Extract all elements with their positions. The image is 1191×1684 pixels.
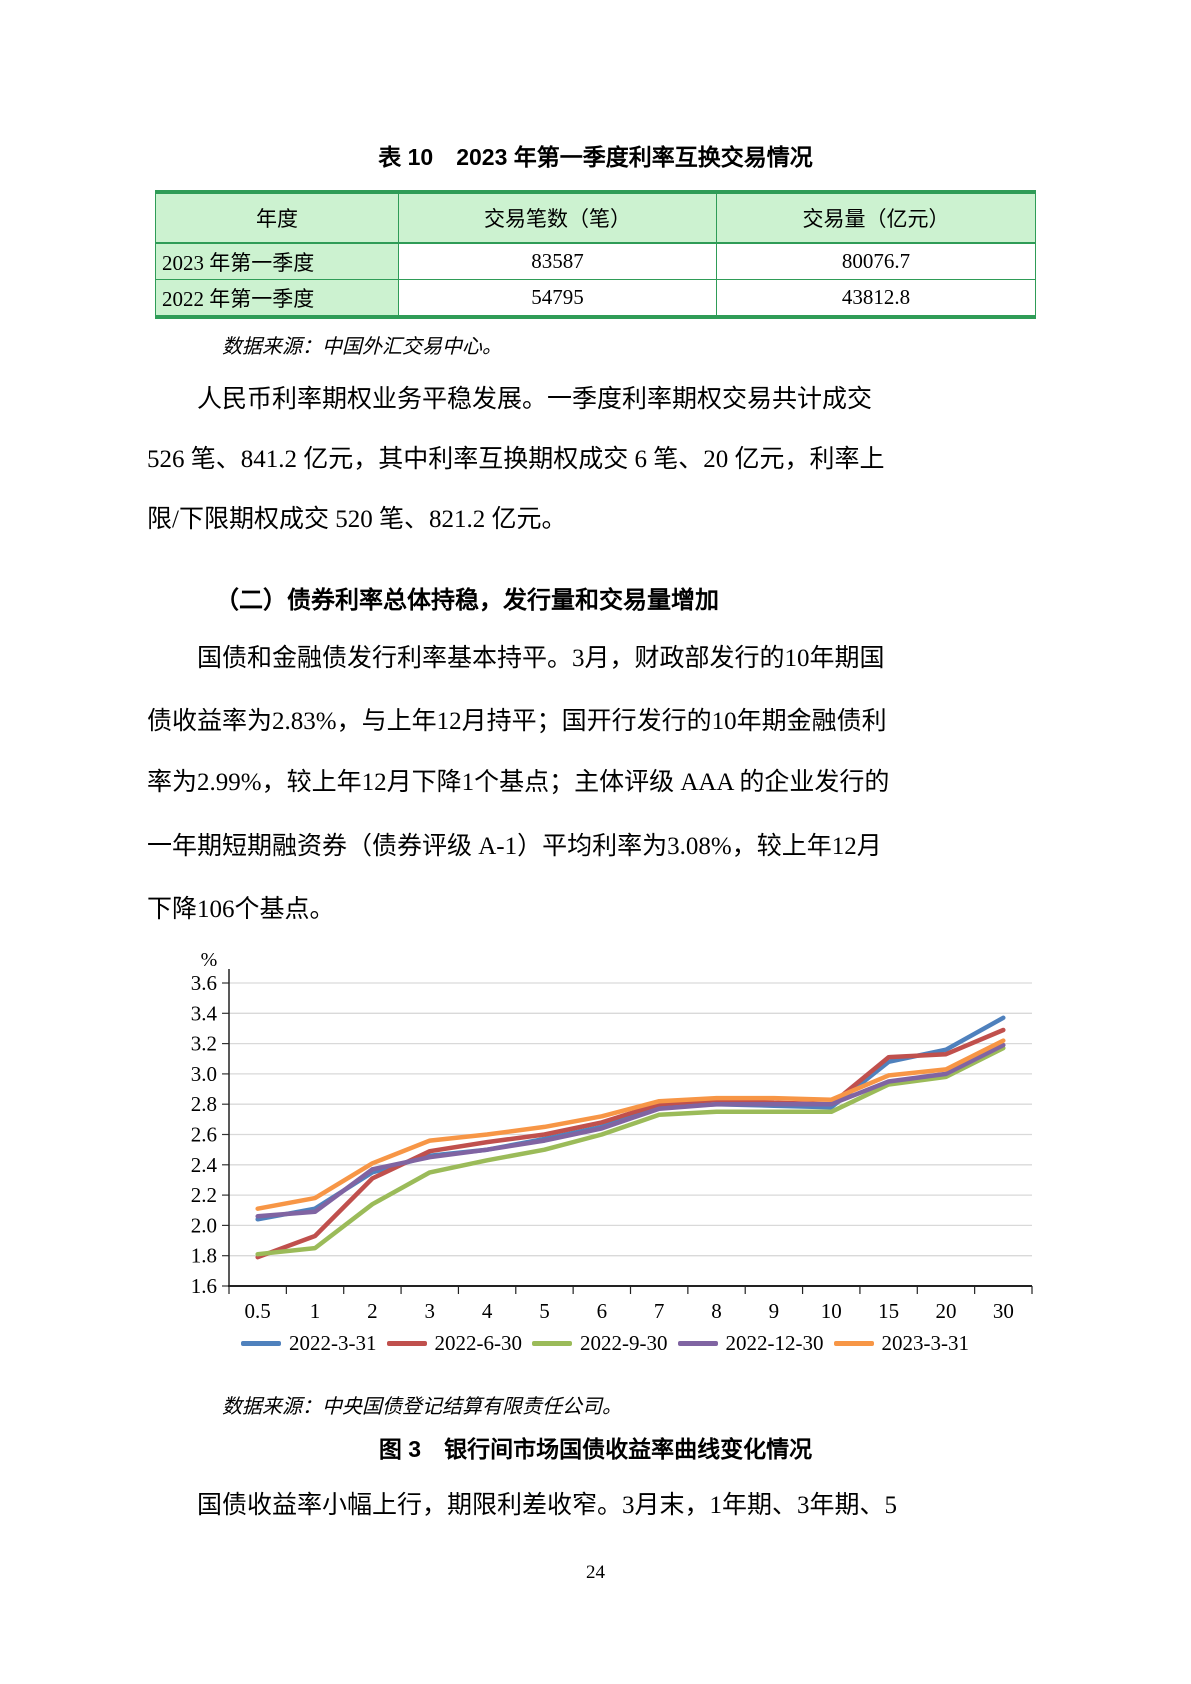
x-tick-label: 7 bbox=[654, 1299, 665, 1323]
y-tick-label: 1.6 bbox=[191, 1274, 217, 1298]
x-tick-label: 0.5 bbox=[245, 1299, 271, 1323]
table-cell-year: 2022 年第一季度 bbox=[155, 279, 399, 318]
y-tick-label: 2.4 bbox=[191, 1153, 218, 1177]
legend-label: 2023-3-31 bbox=[881, 1330, 970, 1355]
x-tick-label: 30 bbox=[993, 1299, 1014, 1323]
table-header-trade-volume: 交易量（亿元） bbox=[716, 191, 1036, 244]
legend-label: 2022-12-30 bbox=[725, 1330, 824, 1355]
paragraph-line: 国债收益率小幅上行，期限利差收窄。3月末，1年期、3年期、5 bbox=[197, 1492, 898, 1519]
legend-swatch bbox=[677, 1340, 718, 1346]
series-line-2022-9-30 bbox=[255, 1045, 1006, 1257]
legend-label: 2022-9-30 bbox=[580, 1330, 668, 1355]
table-header-trade-count: 交易笔数（笔） bbox=[398, 191, 717, 244]
table-cell-count: 54795 bbox=[398, 279, 717, 318]
legend-item-2023-3-31: 2023-3-31 bbox=[833, 1330, 970, 1356]
y-tick-label: 2.2 bbox=[191, 1183, 217, 1207]
legend-item-2022-6-30: 2022-6-30 bbox=[386, 1330, 523, 1356]
legend-swatch bbox=[241, 1340, 281, 1346]
x-tick-label: 1 bbox=[310, 1299, 321, 1323]
y-tick-label: 2.6 bbox=[191, 1123, 217, 1147]
x-tick-label: 20 bbox=[935, 1299, 956, 1323]
y-tick-label: 3.0 bbox=[191, 1062, 217, 1086]
legend-item-2022-12-30: 2022-12-30 bbox=[677, 1330, 824, 1356]
paragraph-line: 债收益率为2.83%，与上年12月持平；国开行发行的10年期金融债利 bbox=[147, 708, 887, 735]
y-tick-label: 2.0 bbox=[191, 1213, 217, 1237]
irs-trading-table: 年度 交易笔数（笔） 交易量（亿元） 2023 年第一季度 83587 8007… bbox=[155, 190, 1036, 319]
table-row: 2022 年第一季度 54795 43812.8 bbox=[155, 279, 1036, 318]
table-cell-volume: 80076.7 bbox=[716, 242, 1036, 280]
series-line-2022-6-30 bbox=[255, 1027, 1006, 1260]
section-heading: （二）债券利率总体持稳，发行量和交易量增加 bbox=[215, 587, 719, 614]
x-tick-label: 15 bbox=[878, 1299, 899, 1323]
table-source-note: 数据来源：中国外汇交易中心。 bbox=[222, 336, 502, 358]
table-header-row: 年度 交易笔数（笔） 交易量（亿元） bbox=[155, 191, 1036, 244]
paragraph-line: 下降106个基点。 bbox=[147, 896, 335, 923]
yield-curve-chart-area: 3.6 3.4 3.2 3.0 2.8 2.6 2.4 2.2 2.0 1.8 1.6% 0.5 1 2 3… bbox=[165, 948, 1045, 1328]
table-cell-year: 2023 年第一季度 bbox=[155, 242, 399, 280]
paragraph-line: 人民币利率期权业务平稳发展。一季度利率期权交易共计成交 bbox=[197, 386, 873, 413]
table-title: 表 10 2023 年第一季度利率互换交易情况 bbox=[378, 144, 813, 170]
figure-source-note: 数据来源：中央国债登记结算有限责任公司。 bbox=[222, 1396, 622, 1418]
legend-swatch bbox=[386, 1340, 427, 1346]
paragraph-line: 一年期短期融资券（债券评级 A-1）平均利率为3.08%，较上年12月 bbox=[147, 833, 882, 860]
legend-item-2022-9-30: 2022-9-30 bbox=[532, 1331, 668, 1356]
page-number: 24 bbox=[586, 1562, 605, 1583]
table-cell-volume: 43812.8 bbox=[716, 279, 1036, 318]
x-tick-label: 5 bbox=[539, 1299, 550, 1323]
y-tick-label: 3.6 bbox=[191, 971, 217, 995]
y-tick-label: 2.8 bbox=[191, 1092, 217, 1116]
figure-caption: 图 3 银行间市场国债收益率曲线变化情况 bbox=[378, 1436, 813, 1462]
series-line-2023-3-31 bbox=[255, 1038, 1006, 1211]
x-tick-label: 10 bbox=[821, 1299, 842, 1323]
legend-label: 2022-3-31 bbox=[289, 1330, 377, 1355]
x-tick-label: 8 bbox=[711, 1299, 722, 1323]
x-tick-label: 4 bbox=[482, 1299, 493, 1323]
y-tick-label: 3.4 bbox=[191, 1001, 218, 1025]
legend-item-2022-3-31: 2022-3-31 bbox=[241, 1331, 377, 1356]
paragraph-line: 526 笔、841.2 亿元，其中利率互换期权成交 6 笔、20 亿元，利率上 bbox=[147, 446, 885, 473]
x-tick-label: 3 bbox=[425, 1299, 436, 1323]
chart-legend: 2022-3-31 2022-6-30 2022-9-30 2022-12-30 202… bbox=[165, 1330, 1045, 1356]
x-tick-label: 9 bbox=[769, 1299, 780, 1323]
y-tick-label: 1.8 bbox=[191, 1244, 217, 1268]
legend-swatch bbox=[532, 1340, 572, 1346]
legend-label: 2022-6-30 bbox=[434, 1330, 523, 1355]
table-cell-count: 83587 bbox=[398, 242, 717, 280]
paragraph-line: 限/下限期权成交 520 笔、821.2 亿元。 bbox=[147, 506, 567, 533]
y-axis-unit-label: % bbox=[201, 949, 218, 971]
series-line-2022-12-30 bbox=[255, 1042, 1006, 1219]
table-row: 2023 年第一季度 83587 80076.7 bbox=[155, 242, 1036, 280]
yield-curve-chart: 3.6 3.4 3.2 3.0 2.8 2.6 2.4 2.2 2.0 1.8 1.6% 0.5 1 2 3… bbox=[191, 949, 1033, 1323]
legend-swatch bbox=[833, 1340, 874, 1346]
paragraph-line: 率为2.99%，较上年12月下降1个基点；主体评级 AAA 的企业发行的 bbox=[147, 769, 890, 796]
table-header-year: 年度 bbox=[155, 191, 399, 244]
paragraph-line: 国债和金融债发行利率基本持平。3月，财政部发行的10年期国 bbox=[197, 645, 885, 672]
x-tick-label: 2 bbox=[367, 1299, 378, 1323]
y-tick-label: 3.2 bbox=[191, 1032, 217, 1056]
x-tick-label: 6 bbox=[597, 1299, 608, 1323]
